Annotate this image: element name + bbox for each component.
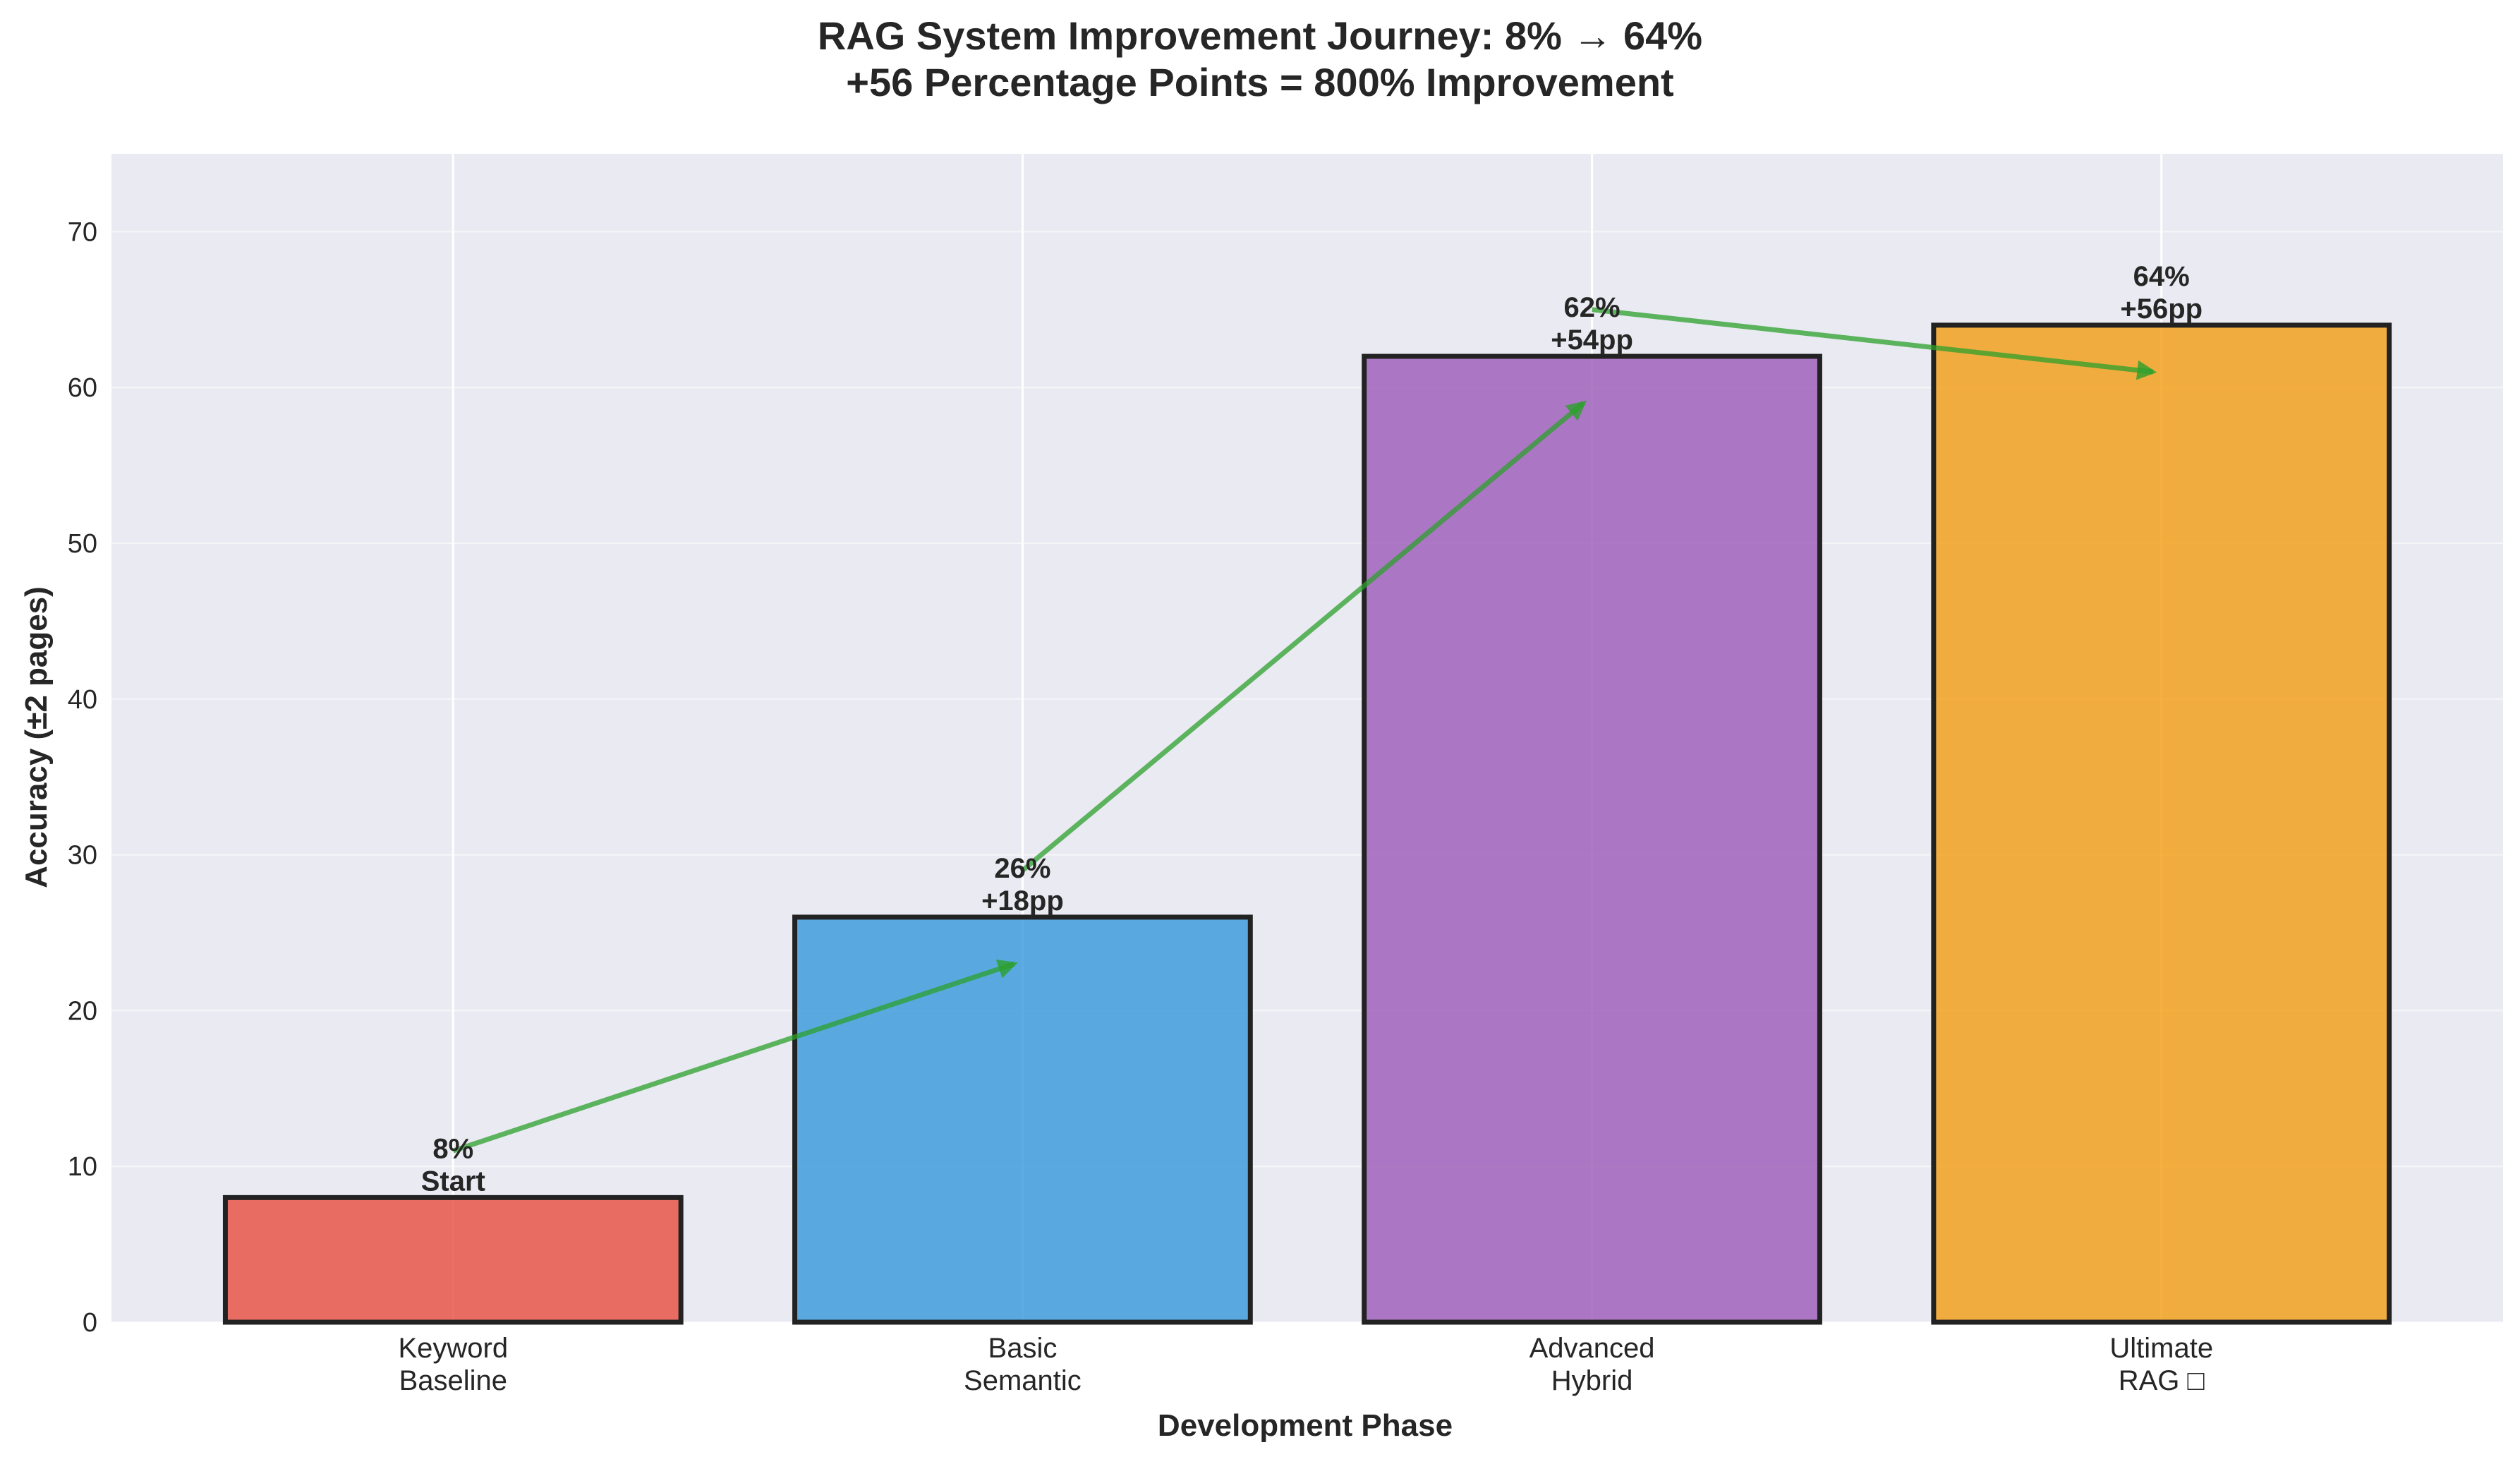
y-tick-label: 0: [83, 1308, 97, 1338]
y-axis-label: Accuracy (±2 pages): [19, 586, 54, 888]
chart-title-line-1: RAG System Improvement Journey: 8% → 64%: [818, 13, 1702, 58]
trend-arrow: [1021, 400, 1587, 873]
bar-data-label: 8% Start: [421, 1133, 485, 1197]
x-axis-ticks: Keyword Baseline Basic Semantic Advanced Hybr…: [398, 1333, 2213, 1396]
y-tick-label: 50: [68, 529, 97, 559]
trend-arrow: [452, 959, 1018, 1154]
trend-arrow: [1592, 307, 2157, 380]
y-tick-label: 60: [68, 373, 97, 403]
x-tick-label: Ultimate RAG □: [2109, 1333, 2213, 1396]
trend-arrows: [452, 307, 2157, 1154]
y-tick-label: 10: [68, 1152, 97, 1182]
x-tick-label: Advanced Hybrid: [1529, 1333, 1655, 1396]
bar: [1931, 322, 2392, 1325]
bar-data-label: 26% +18pp: [981, 853, 1064, 916]
data-labels: 8% Start 26% +18pp 62% +54pp 64% +56pp: [421, 261, 2203, 1197]
bar: [1362, 353, 1822, 1325]
bar: [222, 1194, 684, 1325]
bar: [792, 914, 1253, 1325]
x-tick-label: Keyword Baseline: [398, 1333, 508, 1396]
y-tick-label: 70: [68, 217, 97, 247]
y-tick-label: 30: [68, 841, 97, 871]
y-tick-label: 20: [68, 996, 97, 1026]
x-tick-label: Basic Semantic: [964, 1333, 1082, 1396]
bars: [222, 322, 2392, 1325]
x-axis-label: Development Phase: [1158, 1408, 1453, 1443]
chart-title-line-2: +56 Percentage Points = 800% Improvement: [846, 60, 1673, 104]
bar-data-label: 62% +54pp: [1551, 292, 1633, 356]
y-axis-ticks: 0 10 20 30 40 50 60 70: [68, 217, 97, 1338]
y-tick-label: 40: [68, 685, 97, 715]
bar-data-label: 64% +56pp: [2120, 261, 2203, 325]
